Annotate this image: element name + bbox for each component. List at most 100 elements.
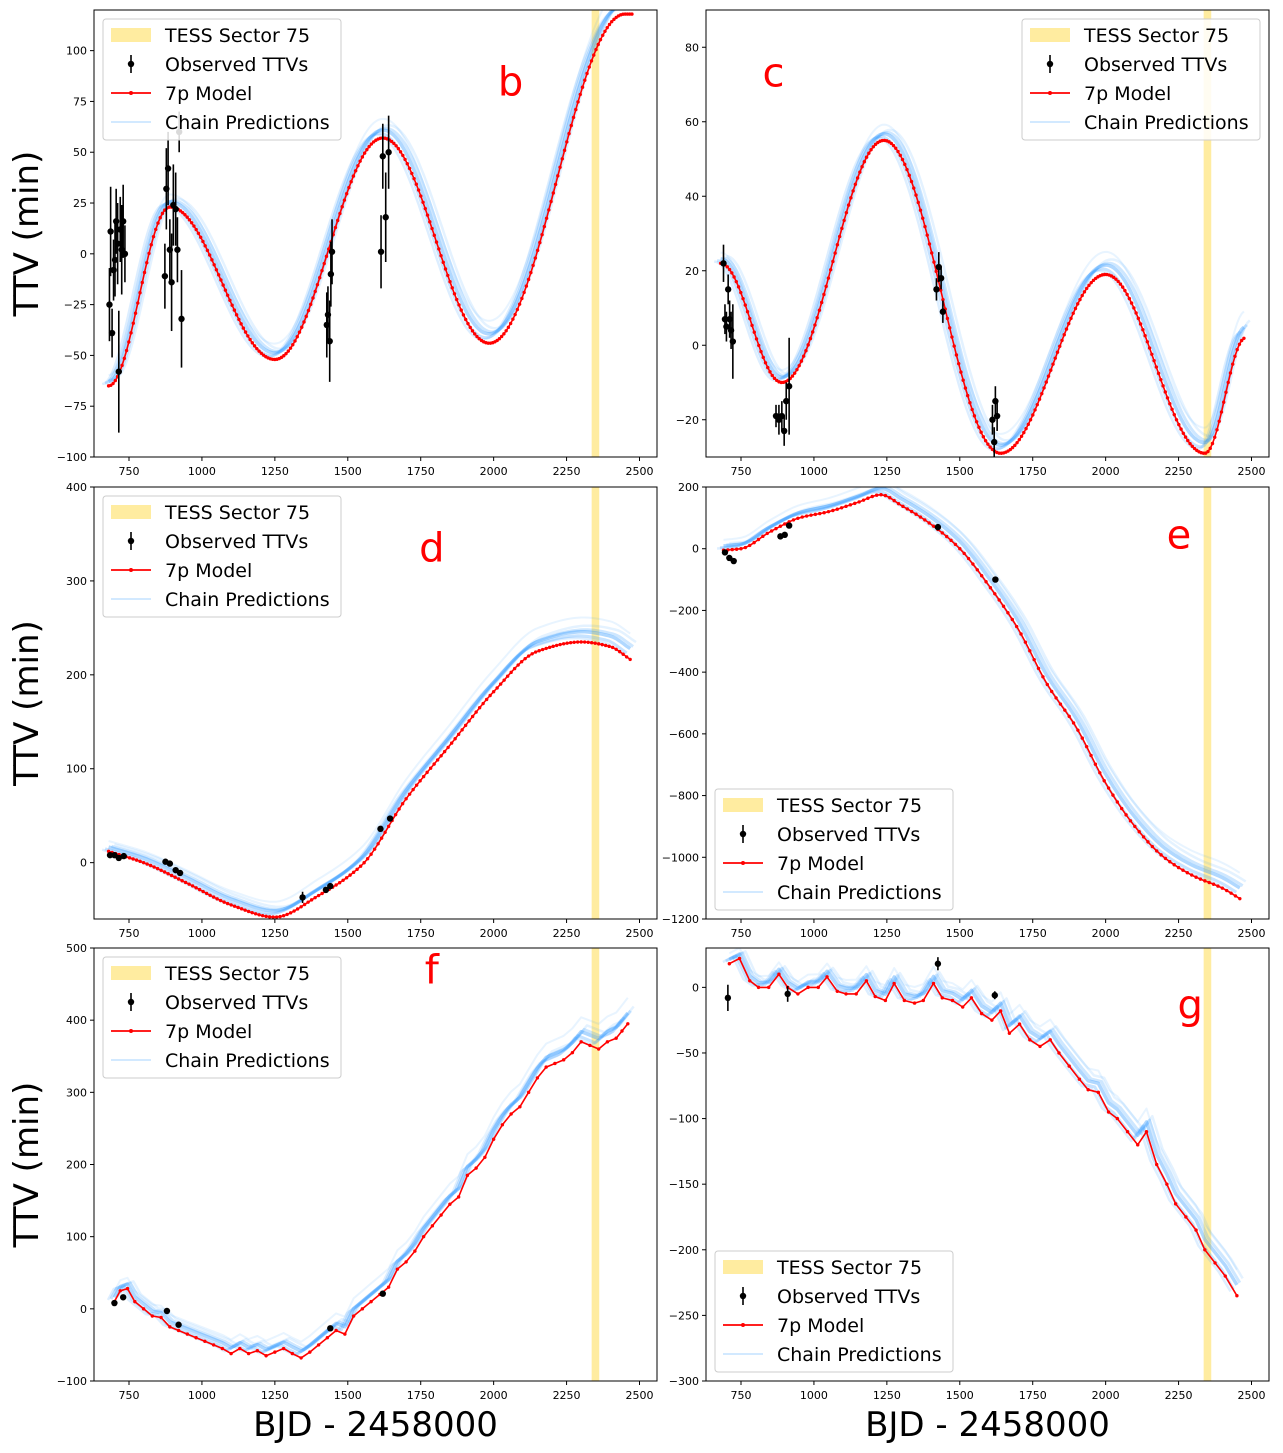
observed-marker [933, 286, 940, 293]
model-marker [1125, 1129, 1130, 1134]
model-marker [1242, 336, 1246, 341]
legend-sector-swatch [723, 798, 763, 812]
model-marker [239, 907, 244, 911]
model-marker [529, 270, 533, 275]
model-marker [1054, 696, 1058, 700]
model-marker [203, 1339, 207, 1344]
model-marker [871, 145, 876, 149]
model-marker [958, 547, 962, 551]
model-marker [448, 1202, 452, 1206]
model-marker [278, 914, 282, 919]
model-marker [138, 291, 142, 295]
legend-item-chain: Chain Predictions [111, 589, 330, 611]
legend-model-marker [1048, 91, 1052, 95]
model-marker [506, 325, 511, 330]
model-marker [940, 996, 944, 1000]
model-marker [446, 273, 450, 278]
x-tick-label: 2500 [1237, 465, 1265, 478]
model-marker [902, 998, 907, 1003]
model-marker [222, 900, 226, 904]
model-marker [854, 992, 858, 996]
observed-ttv-point [175, 1321, 182, 1328]
model-marker [1220, 886, 1225, 890]
legend-item-observed: Observed TTVs [739, 1286, 920, 1308]
model-marker [1022, 430, 1026, 435]
model-marker [407, 792, 412, 796]
chain-prediction-line [734, 950, 1244, 1280]
model-marker [1216, 884, 1220, 888]
legend-box [102, 956, 342, 1079]
model-marker [950, 998, 955, 1003]
model-marker [504, 329, 508, 333]
model-marker [299, 905, 303, 909]
model-marker [1077, 1077, 1082, 1081]
observed-ttv-point [934, 523, 942, 531]
model-marker [730, 271, 734, 275]
model-marker [968, 401, 972, 405]
y-tick-label: 50 [73, 146, 87, 159]
model-marker [519, 660, 524, 664]
observed-marker [934, 523, 942, 531]
chain-prediction-line [108, 10, 615, 384]
model-marker [334, 883, 338, 887]
model-marker [795, 367, 799, 372]
model-marker [571, 115, 576, 120]
observed-ttv-point [377, 215, 385, 289]
observed-marker [785, 383, 793, 390]
observed-marker [991, 438, 998, 446]
model-marker [542, 224, 547, 229]
y-tick-label: 20 [685, 265, 699, 278]
observed-marker [379, 1290, 386, 1297]
chain-prediction-line [108, 630, 632, 913]
model-marker [579, 1040, 583, 1044]
model-marker [1086, 1088, 1090, 1092]
model-marker [508, 321, 513, 326]
model-marker [813, 512, 818, 517]
model-marker [970, 407, 974, 412]
legend-observed-marker [127, 998, 135, 1006]
model-marker [1078, 297, 1082, 302]
x-tick-label: 2000 [1092, 465, 1120, 478]
legend-label: Chain Predictions [777, 882, 942, 904]
model-marker [383, 830, 387, 835]
model-marker [576, 100, 580, 104]
observed-ttv-point [166, 860, 174, 867]
observed-ttv-point [991, 991, 998, 1000]
model-marker [293, 339, 297, 343]
chain-prediction-line [114, 10, 615, 380]
model-marker [474, 1166, 478, 1170]
model-marker [225, 293, 230, 297]
model-marker [509, 1112, 513, 1116]
legend-label: TESS Sector 75 [1083, 25, 1229, 47]
observed-marker [939, 308, 947, 315]
model-marker [405, 162, 410, 166]
model-marker [748, 979, 752, 983]
model-marker [1137, 830, 1141, 834]
legend-item-observed: Observed TTVs [739, 824, 920, 846]
model-marker [297, 330, 302, 334]
observed-ttv-point [992, 576, 999, 583]
x-tick-label: 2000 [480, 1389, 508, 1402]
model-marker [1119, 806, 1124, 811]
model-marker [526, 1090, 531, 1095]
model-marker [828, 268, 833, 272]
model-marker [912, 1001, 917, 1005]
observed-marker [729, 338, 737, 345]
model-marker [835, 507, 839, 511]
model-marker [421, 200, 425, 204]
observed-marker [377, 248, 385, 255]
observed-marker [783, 397, 790, 405]
model-marker [1189, 873, 1194, 877]
model-marker [1013, 443, 1017, 448]
observed-marker [111, 1299, 118, 1307]
observed-marker [992, 576, 999, 583]
model-marker [770, 373, 774, 378]
legend-label: 7p Model [165, 83, 252, 105]
legend-sector-swatch [723, 1260, 763, 1274]
model-marker [288, 911, 293, 915]
observed-ttv-point [111, 1299, 118, 1307]
model-marker [455, 297, 459, 302]
model-marker [526, 277, 531, 282]
axes-frame [705, 947, 1270, 1382]
legend-label: 7p Model [165, 560, 252, 582]
